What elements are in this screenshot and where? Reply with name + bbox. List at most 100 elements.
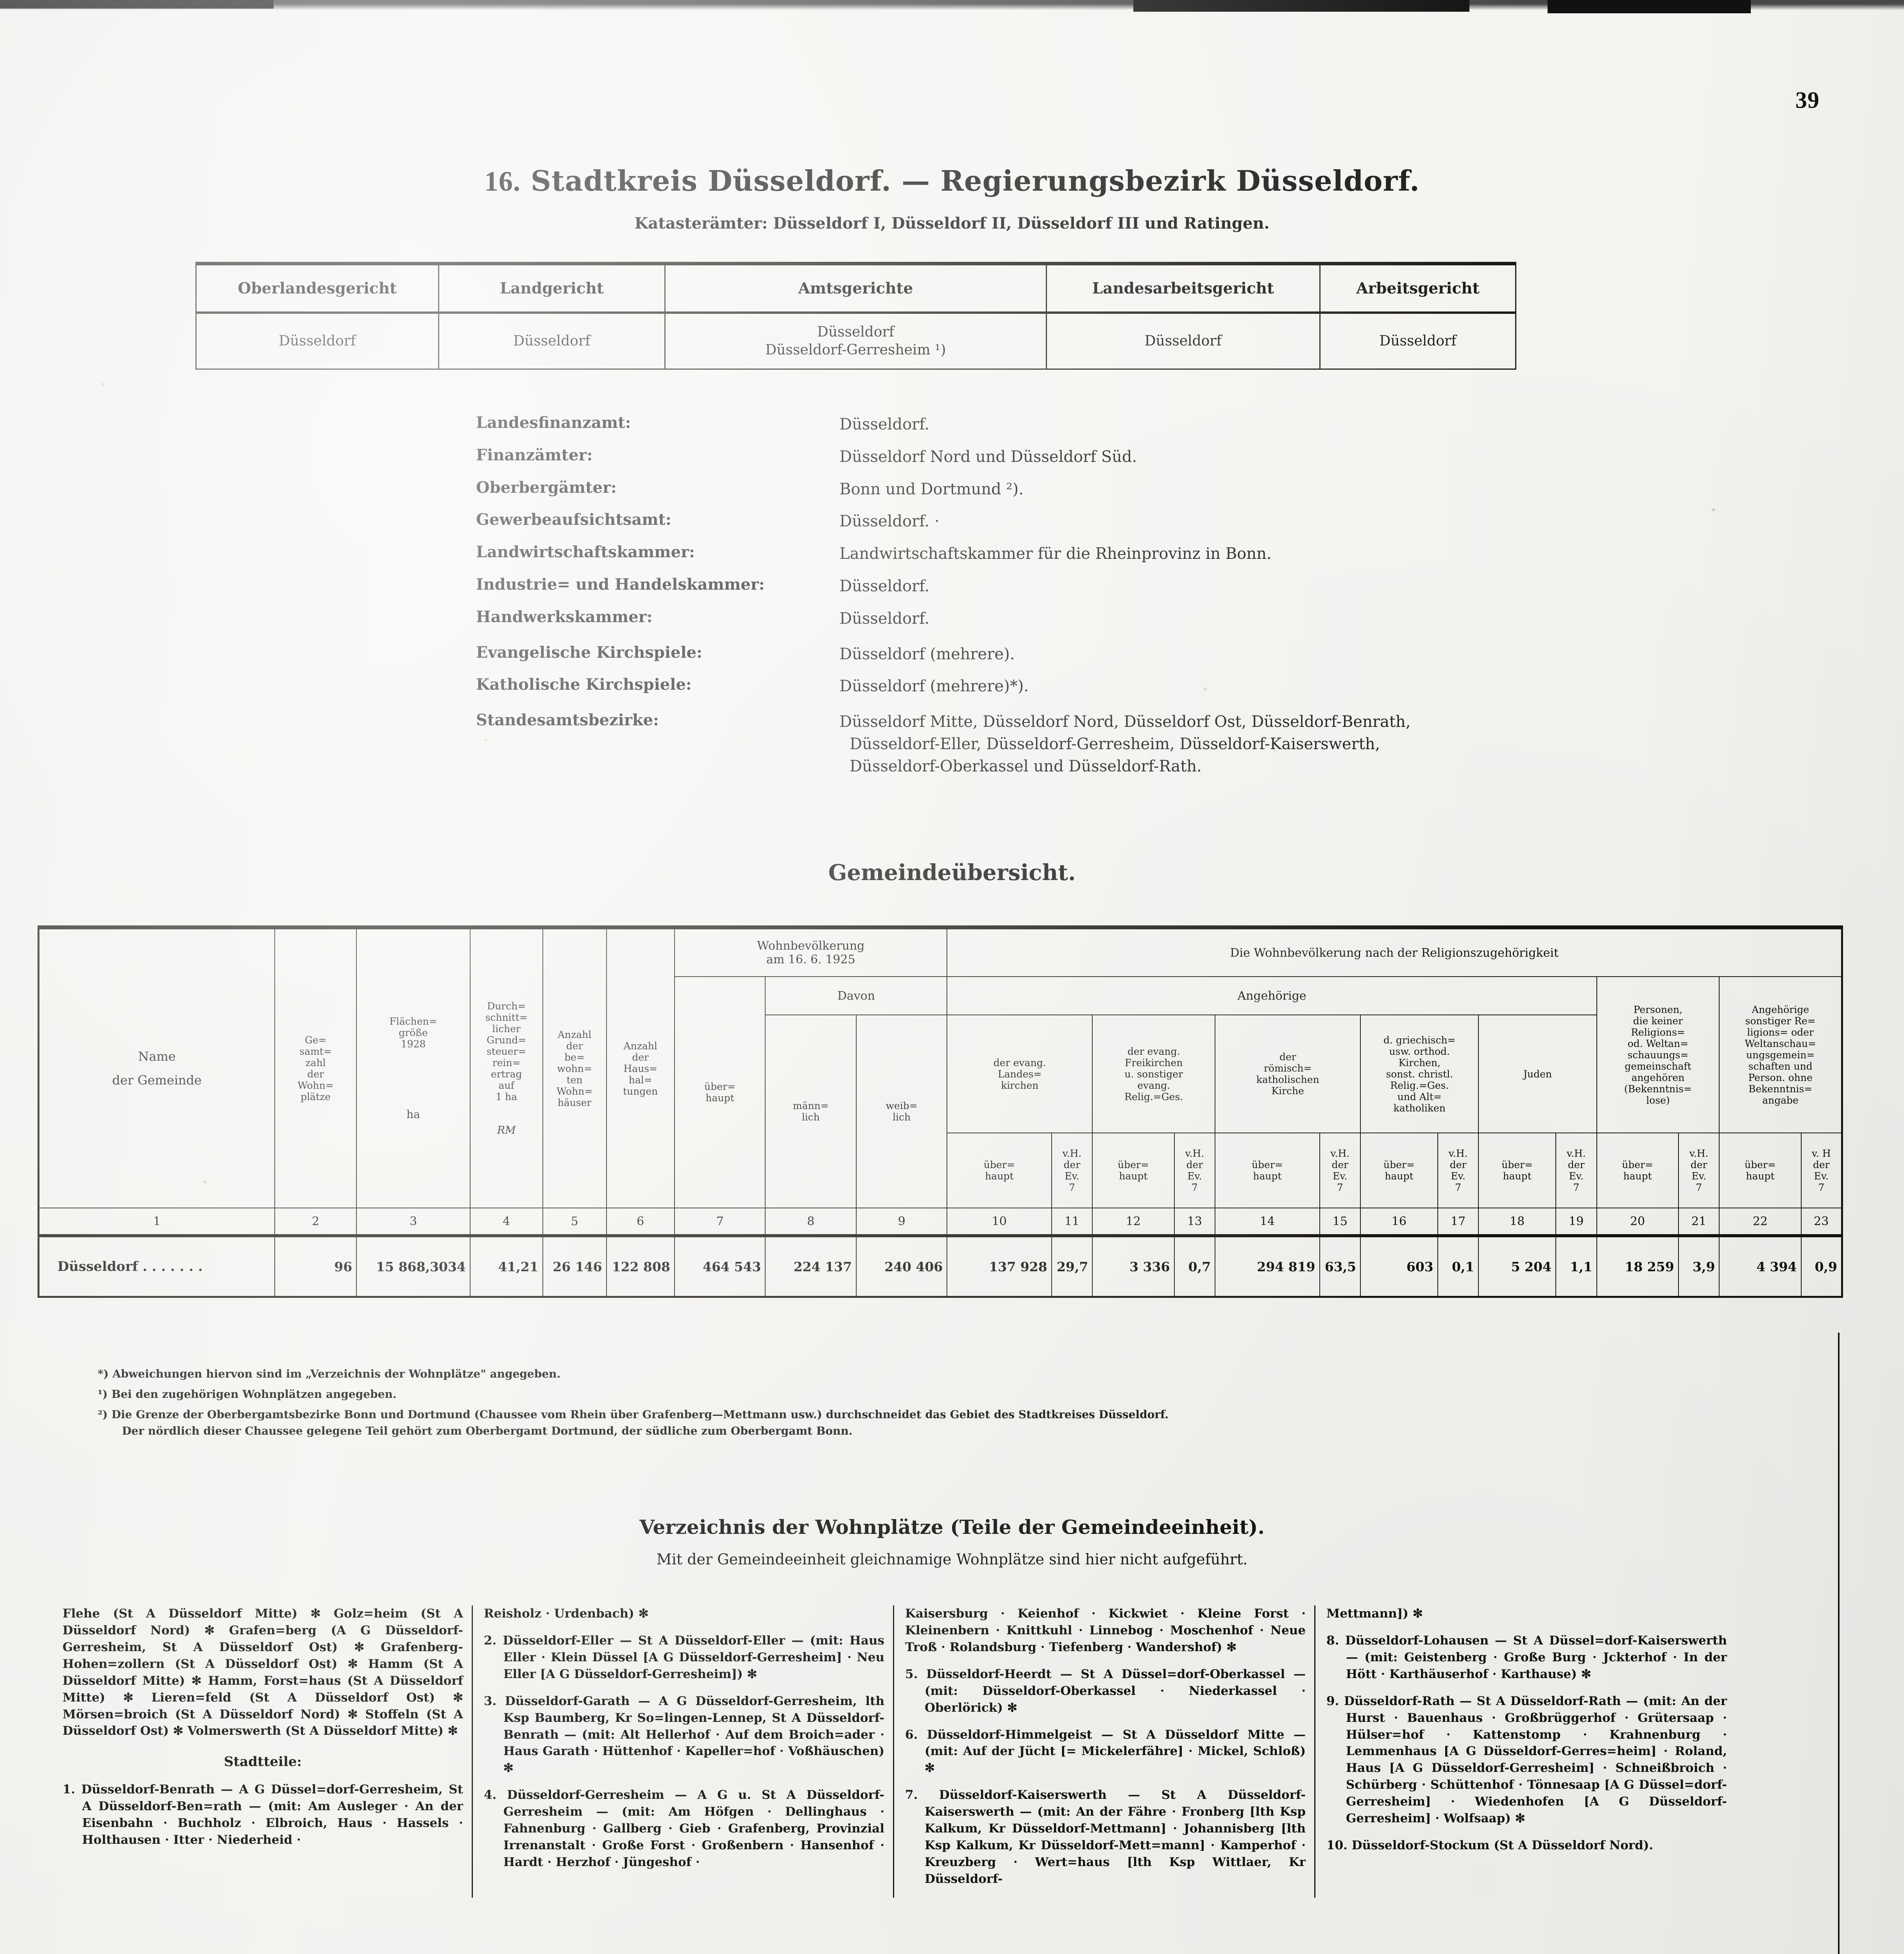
- wohnplaetze-column-4: Mettmann]) ✻ 8. Düsseldorf-Lohausen — St…: [1314, 1605, 1736, 1898]
- cell-value: 224 137: [765, 1234, 857, 1297]
- header-haushaltungen: Anzahl der Haus= hal= tungen: [606, 927, 675, 1208]
- list-item-continuation: Reisholz · Urdenbach) ✻: [484, 1607, 649, 1621]
- authority-value: Düsseldorf Mitte, Düsseldorf Nord, Düsse…: [839, 711, 1411, 777]
- amtsgericht-line-1: Düsseldorf: [817, 324, 894, 340]
- list-item: 2. Düsseldorf-Eller — St A Düsseldorf-El…: [484, 1633, 884, 1681]
- authority-label: Landesfinanzamt:: [476, 413, 631, 432]
- cell-value: 603: [1360, 1234, 1438, 1297]
- column-number: 4: [469, 1208, 543, 1236]
- amtsgericht-line-2: Düsseldorf-Gerresheim ¹): [765, 342, 946, 358]
- standesamt-line-1: Düsseldorf Mitte, Düsseldorf Nord, Düsse…: [839, 713, 1411, 731]
- court-header-amtsgerichte: Amtsgerichte: [664, 263, 1047, 314]
- paper-speck: [102, 383, 105, 386]
- list-item: 9. Düsseldorf-Rath — St A Düsseldorf-Rat…: [1326, 1694, 1727, 1826]
- court-header-oberlandesgericht: Oberlandesgericht: [195, 263, 439, 314]
- header-c3-unit: ha: [406, 1108, 420, 1121]
- column-number: 20: [1596, 1208, 1679, 1236]
- authority-value: Bonn und Dortmund ²).: [839, 480, 1024, 498]
- cell-value: 63,5: [1319, 1234, 1361, 1297]
- subheader-vh-11: v.H. der Ev. 7: [1051, 1133, 1093, 1208]
- header-c16-text: d. griechisch= usw. orthod. Kirchen, son…: [1383, 1034, 1456, 1114]
- list-item: 5. Düsseldorf-Heerdt — St A Düssel=dorf-…: [905, 1667, 1306, 1715]
- authority-label: Finanzämter:: [476, 446, 593, 464]
- column-number: 5: [542, 1208, 607, 1236]
- subheader-ueberhaupt-12: über= haupt: [1092, 1133, 1175, 1208]
- subheader-ueberhaupt-16: über= haupt: [1360, 1133, 1438, 1208]
- footnote-2-line2: Der nördlich dieser Chaussee gelegene Te…: [122, 1424, 853, 1437]
- header-c10-text: der evang. Landes= kirchen: [993, 1057, 1046, 1091]
- stadtteile-section-heading: Stadtteile:: [224, 1754, 302, 1770]
- authority-label: Oberbergämter:: [476, 478, 617, 497]
- subheader-vh-17: v.H. der Ev. 7: [1437, 1133, 1479, 1208]
- column-number: 9: [855, 1208, 948, 1236]
- column-number: 13: [1174, 1208, 1216, 1236]
- authority-value: Düsseldorf.: [839, 609, 930, 628]
- header-name-line1: Name: [138, 1049, 176, 1064]
- cell-value: 3 336: [1092, 1234, 1175, 1297]
- title-dash: —: [902, 164, 931, 197]
- column-number: 3: [356, 1208, 471, 1236]
- column-number: 17: [1437, 1208, 1479, 1236]
- subheader-vh-21: v.H. der Ev. 7: [1678, 1133, 1720, 1208]
- authority-value: Düsseldorf.: [839, 577, 930, 595]
- section-number: 16.: [484, 166, 521, 197]
- list-item-continuation: Kaisersburg · Keienhof · Kickwiet · Klei…: [905, 1607, 1306, 1654]
- list-item: 8. Düsseldorf-Lohausen — St A Düssel=dor…: [1326, 1633, 1727, 1681]
- column-number: 23: [1800, 1208, 1843, 1236]
- authority-value: Düsseldorf (mehrere).: [839, 645, 1015, 663]
- footnote-1: ¹) Bei den zugehörigen Wohnplätzen angeg…: [98, 1388, 397, 1401]
- header-c4-unit: RM: [497, 1124, 516, 1136]
- authority-value: Düsseldorf Nord und Düsseldorf Süd.: [839, 447, 1137, 466]
- subheader-vh-19: v.H. der Ev. 7: [1555, 1133, 1597, 1208]
- header-sonstige-religion: Angehörige sonstiger Re= ligions= oder W…: [1719, 976, 1843, 1133]
- cell-value: 96: [274, 1234, 357, 1297]
- court-value-landesarbeitsgericht: Düsseldorf: [1045, 312, 1321, 370]
- paper-speck: [1712, 508, 1715, 512]
- authority-label: Evangelische Kirchspiele:: [476, 643, 702, 662]
- column-number: 8: [765, 1208, 857, 1236]
- authority-label: Gewerbeaufsichtsamt:: [476, 510, 671, 529]
- column-number: 6: [606, 1208, 675, 1236]
- header-c8-text: männ= lich: [793, 1100, 829, 1123]
- cell-value: 4 394: [1719, 1234, 1802, 1297]
- wohnplaetze-column-3: Kaisersburg · Keienhof · Kickwiet · Klei…: [893, 1605, 1314, 1898]
- paper-speck: [203, 1180, 207, 1184]
- header-c3-text: Flächen= größe 1928: [389, 1016, 437, 1050]
- list-item: 7. Düsseldorf-Kaiserswerth — St A Düssel…: [905, 1788, 1306, 1886]
- scan-bar-artifact: [0, 0, 274, 9]
- header-bekenntnislose: Personen, die keiner Religions= od. Welt…: [1596, 976, 1720, 1133]
- header-c7-text: über= haupt: [704, 1081, 736, 1104]
- courts-table: Oberlandesgericht Landgericht Amtsgerich…: [195, 262, 1516, 370]
- header-wohnbevoelkerung-group: Wohnbevölkerung am 16. 6. 1925: [674, 927, 948, 977]
- wohnplaetze-column-1: Flehe (St A Düsseldorf Mitte) ✻ Golz=hei…: [63, 1605, 472, 1898]
- subheader-ueberhaupt-14: über= haupt: [1215, 1133, 1320, 1208]
- header-bewohnte-wohnhaeuser: Anzahl der be= wohn= ten Wohn= häuser: [542, 927, 607, 1208]
- gemeindeuebersicht-heading: Gemeindeübersicht.: [828, 860, 1076, 886]
- authority-value: Düsseldorf. ·: [839, 512, 939, 531]
- header-name-der-gemeinde: Name der Gemeinde: [38, 927, 275, 1208]
- footnote-2-line1: ²) Die Grenze der Oberbergamtsbezirke Bo…: [98, 1408, 1169, 1421]
- list-item-continuation: Mettmann]) ✻: [1326, 1607, 1423, 1621]
- list-item: 10. Düsseldorf-Stockum (St A Düsseldorf …: [1326, 1838, 1653, 1853]
- column-number: 11: [1051, 1208, 1093, 1236]
- column-number: 10: [947, 1208, 1052, 1236]
- page-number: 39: [1795, 87, 1820, 113]
- standesamt-line-2: Düsseldorf-Eller, Düsseldorf-Gerresheim,…: [850, 735, 1380, 753]
- wohnplaetze-column-2: Reisholz · Urdenbach) ✻ 2. Düsseldorf-El…: [472, 1605, 893, 1898]
- court-value-landgericht: Düsseldorf: [438, 312, 666, 370]
- header-roemisch-katholisch: der römisch= katholischen Kirche: [1215, 1015, 1361, 1133]
- row-gemeinde-name: Düsseldorf . . . . . . .: [38, 1234, 275, 1297]
- list-item: 6. Düsseldorf-Himmelgeist — St A Düsseld…: [905, 1727, 1306, 1775]
- cell-value: 3,9: [1678, 1234, 1720, 1297]
- subheader-ueberhaupt-18: über= haupt: [1478, 1133, 1556, 1208]
- court-header-landgericht: Landgericht: [438, 263, 666, 314]
- scan-bar-artifact: [1133, 0, 1469, 12]
- authority-value: Düsseldorf (mehrere)*).: [839, 677, 1029, 696]
- cell-value: 1,1: [1555, 1234, 1597, 1297]
- authority-label: Landwirtschaftskammer:: [476, 543, 695, 562]
- subheader-ueberhaupt-22: über= haupt: [1719, 1133, 1802, 1208]
- cell-value: 0,7: [1174, 1234, 1216, 1297]
- authority-value: Düsseldorf.: [839, 415, 930, 433]
- header-c22-text: Angehörige sonstiger Re= ligions= oder W…: [1745, 1004, 1816, 1106]
